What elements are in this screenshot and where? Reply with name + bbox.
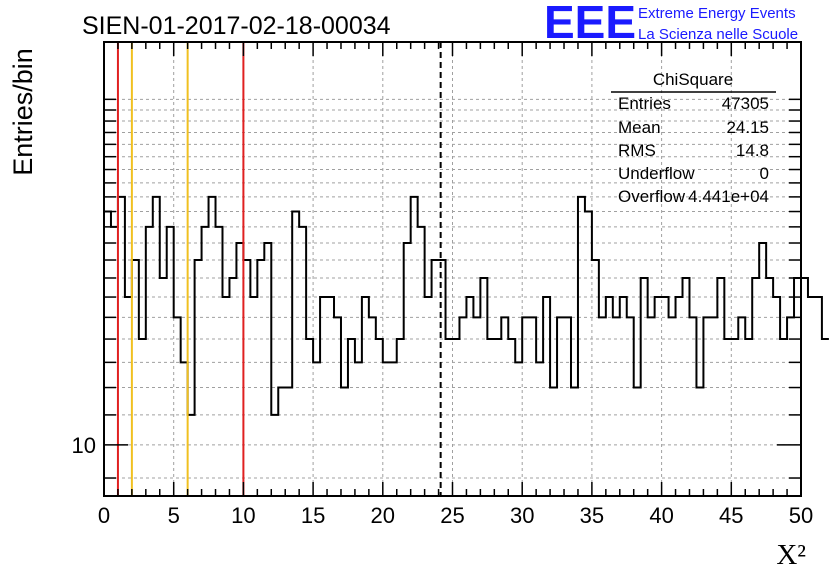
stats-label-overflow: Overflow [618,187,686,206]
stats-label-entries: Entries [618,94,671,113]
x-tick-label: 0 [98,503,110,528]
x-tick-label: 40 [649,503,673,528]
stats-label-underflow: Underflow [618,164,695,183]
x-tick-label: 45 [719,503,743,528]
x-tick-label: 5 [168,503,180,528]
y-tick-label: 10 [72,433,96,458]
x-tick-label: 15 [301,503,325,528]
logo-line-1: Extreme Energy Events [638,5,796,22]
y-axis-label: Entries/bin [8,48,38,176]
x-tick-label: 50 [789,503,813,528]
x-tick-label: 30 [510,503,534,528]
x-tick-label: 25 [440,503,464,528]
histogram [104,195,829,416]
marker-lines [116,42,442,496]
histogram-line [104,195,829,416]
chart-title: SIEN-01-2017-02-18-00034 [82,12,391,40]
x-tick-labels: 0 5 10 15 20 25 30 35 40 45 50 [98,503,813,528]
eee-logo: EEE [544,0,636,48]
stats-value-rms: 14.8 [736,141,769,160]
stats-title: ChiSquare [653,70,733,89]
stats-box: ChiSquare Entries 47305 Mean 24.15 RMS 1… [611,70,776,206]
stats-value-entries: 47305 [722,94,769,113]
grid-lines [104,42,801,496]
stats-value-mean: 24.15 [726,118,769,137]
x-tick-label: 10 [231,503,255,528]
stats-label-mean: Mean [618,118,661,137]
y-tick-labels: 10 [72,433,96,458]
x-axis-label: X² [776,539,806,571]
logo-line-2: La Scienza nelle Scuole [638,26,798,43]
axes [103,41,802,497]
stats-value-underflow: 0 [760,164,769,183]
x-tick-label: 20 [371,503,395,528]
stats-label-rms: RMS [618,141,656,160]
x-tick-label: 35 [580,503,604,528]
stats-value-overflow: 4.441e+04 [688,187,769,206]
